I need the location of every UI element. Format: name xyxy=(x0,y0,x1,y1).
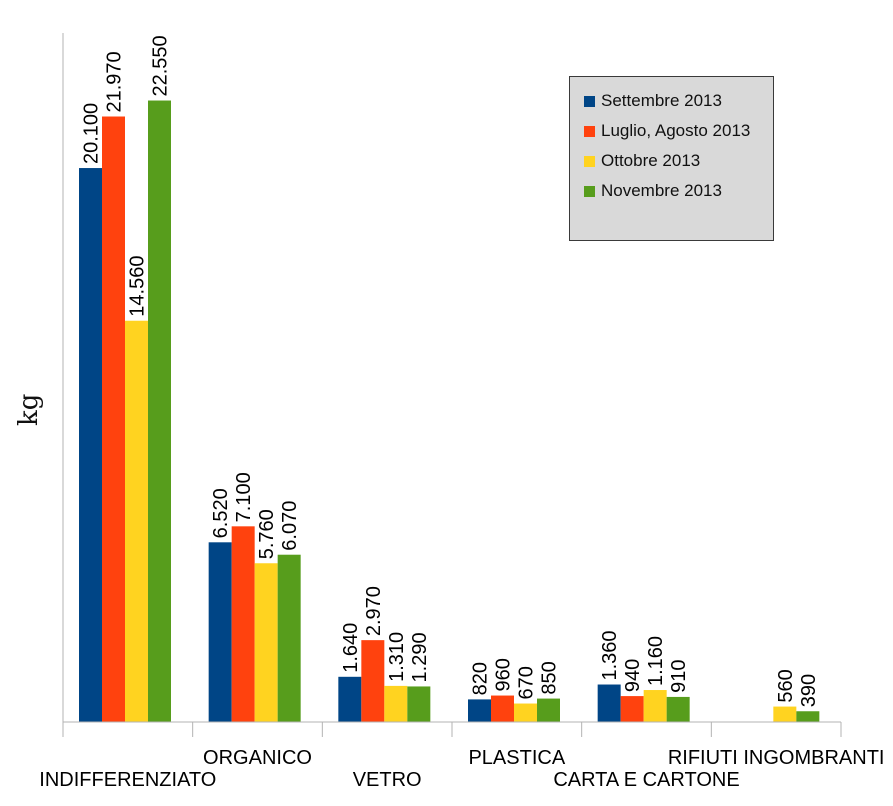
legend-label: Luglio, Agosto 2013 xyxy=(601,121,751,140)
bars-layer xyxy=(79,100,820,723)
legend-item-ottobre-2013: Ottobre 2013 xyxy=(584,149,765,173)
x-tick-label: ORGANICO xyxy=(203,747,312,769)
data-label: 7.100 xyxy=(233,472,255,522)
bar-plastica-0 xyxy=(468,699,491,722)
bar-vetro-0 xyxy=(338,676,362,722)
bar-carta-e-cartone-3 xyxy=(666,696,690,722)
bar-carta-e-cartone-1 xyxy=(620,696,644,722)
data-label: 1.640 xyxy=(340,623,362,673)
data-label: 6.520 xyxy=(210,488,232,538)
data-label: 6.070 xyxy=(279,501,301,551)
data-label: 21.970 xyxy=(104,51,126,112)
axes-layer xyxy=(62,33,842,737)
x-tick-label: PLASTICA xyxy=(468,747,565,769)
bar-plastica-2 xyxy=(514,703,537,722)
bar-rifiuti-ingombranti-2 xyxy=(773,706,797,722)
legend-swatch xyxy=(584,126,595,137)
legend-item-settembre-2013: Settembre 2013 xyxy=(584,89,765,113)
bar-rifiuti-ingombranti-3 xyxy=(796,711,820,722)
data-label: 940 xyxy=(622,659,644,692)
bar-indifferenziato-1 xyxy=(102,116,125,723)
x-tick-label: RIFIUTI INGOMBRANTI xyxy=(668,747,885,769)
x-tick-label: CARTA E CARTONE xyxy=(553,769,739,791)
data-label: 1.290 xyxy=(409,632,431,682)
data-label: 910 xyxy=(668,660,690,693)
data-label: 1.360 xyxy=(599,630,621,680)
legend: Settembre 2013 Luglio, Agosto 2013 Ottob… xyxy=(569,76,774,241)
bar-organico-2 xyxy=(254,563,278,722)
bar-indifferenziato-2 xyxy=(125,320,148,722)
data-label: 850 xyxy=(539,661,561,694)
bar-organico-0 xyxy=(208,542,232,722)
bar-plastica-3 xyxy=(537,698,560,722)
legend-label: Settembre 2013 xyxy=(601,91,722,110)
legend-label: Ottobre 2013 xyxy=(601,151,701,170)
data-label: 670 xyxy=(516,666,538,699)
bar-carta-e-cartone-2 xyxy=(643,690,667,722)
x-tick-label: INDIFFERENZIATO xyxy=(39,769,216,791)
legend-item-luglio-agosto-2013: Luglio, Agosto 2013 xyxy=(584,119,765,143)
data-label: 560 xyxy=(775,669,797,702)
bar-organico-3 xyxy=(277,554,301,722)
legend-swatch xyxy=(584,186,595,197)
data-label: 20.100 xyxy=(81,103,103,164)
bar-organico-1 xyxy=(231,526,255,722)
bar-vetro-2 xyxy=(384,685,408,722)
data-label: 14.560 xyxy=(127,256,149,317)
data-label: 2.970 xyxy=(363,586,385,636)
data-label: 820 xyxy=(470,662,492,695)
data-label: 5.760 xyxy=(256,509,278,559)
bar-vetro-3 xyxy=(407,686,431,722)
bar-carta-e-cartone-0 xyxy=(597,684,621,722)
x-tick-label: VETRO xyxy=(353,769,422,791)
data-label: 1.160 xyxy=(645,636,667,686)
data-label: 960 xyxy=(493,658,515,691)
legend-label: Novembre 2013 xyxy=(601,181,722,200)
bar-indifferenziato-3 xyxy=(148,100,171,723)
y-axis-label-text: kg xyxy=(14,393,44,426)
data-label: 1.310 xyxy=(386,632,408,682)
data-label: 390 xyxy=(798,674,820,707)
y-axis-label: kg xyxy=(14,390,48,440)
bar-plastica-1 xyxy=(491,695,514,722)
legend-swatch xyxy=(584,156,595,167)
bar-indifferenziato-0 xyxy=(79,168,102,722)
legend-item-novembre-2013: Novembre 2013 xyxy=(584,179,765,203)
bar-vetro-1 xyxy=(361,640,385,722)
data-label: 22.550 xyxy=(150,35,172,96)
legend-swatch xyxy=(584,96,595,107)
